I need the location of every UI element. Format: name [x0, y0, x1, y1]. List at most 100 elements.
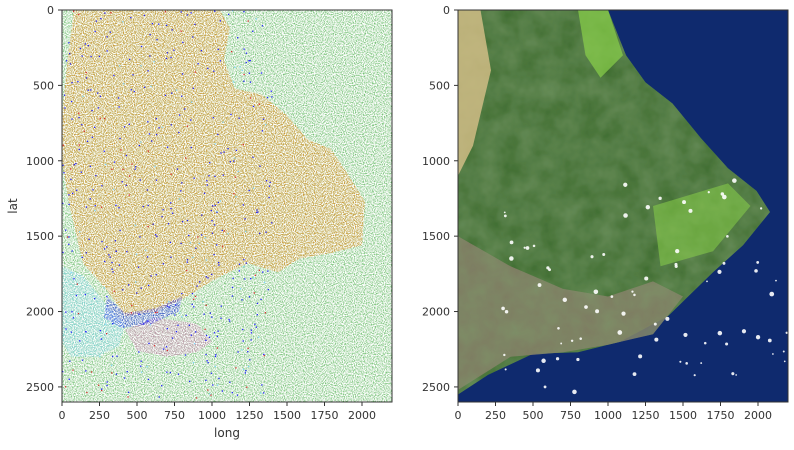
class-pixel [181, 292, 183, 295]
cloud [700, 362, 703, 364]
class-pixel [150, 275, 152, 277]
class-pixel [161, 126, 163, 128]
cloud [754, 269, 758, 273]
class-pixel [239, 288, 242, 290]
class-pixel [197, 63, 199, 65]
class-pixel [203, 192, 206, 194]
class-pixel [250, 329, 252, 331]
class-pixel [158, 23, 160, 25]
class-pixel [268, 196, 270, 199]
class-pixel [100, 338, 103, 340]
class-pixel [239, 66, 241, 68]
class-pixel [156, 39, 158, 41]
cloud [572, 389, 577, 395]
class-pixel [65, 311, 67, 313]
class-pixel [207, 277, 209, 279]
class-pixel [210, 394, 212, 396]
class-pixel [186, 14, 189, 16]
class-pixel [147, 320, 149, 322]
class-pixel [175, 304, 177, 306]
y-axis-label: lat [6, 198, 20, 214]
cloud [722, 261, 726, 265]
right-y-ticks: 0 500 1000 1500 2000 2500 [422, 4, 458, 394]
class-pixel [227, 233, 229, 235]
class-pixel [180, 242, 182, 245]
class-pixel [243, 265, 245, 268]
class-pixel [258, 269, 261, 271]
class-pixel [118, 106, 120, 108]
class-pixel [91, 109, 93, 112]
class-pixel [188, 324, 191, 326]
class-pixel [169, 241, 172, 244]
class-pixel [248, 60, 250, 62]
class-pixel [77, 312, 80, 315]
class-pixel [76, 283, 78, 285]
class-pixel [264, 312, 267, 314]
class-pixel [92, 189, 94, 191]
cloud [725, 342, 729, 346]
class-pixel [243, 48, 245, 50]
class-pixel [244, 218, 246, 220]
class-pixel [192, 87, 194, 89]
class-pixel [171, 92, 173, 94]
cloud [675, 248, 680, 254]
class-pixel [155, 118, 158, 120]
class-pixel [70, 271, 72, 274]
class-pixel [62, 202, 64, 205]
class-pixel [140, 365, 142, 367]
class-pixel [216, 211, 218, 214]
class-pixel [193, 298, 195, 300]
class-pixel [69, 53, 71, 55]
class-pixel [210, 372, 213, 374]
class-pixel [140, 45, 143, 48]
class-pixel [190, 119, 192, 121]
class-pixel [259, 232, 261, 235]
class-pixel [106, 36, 108, 38]
class-pixel [113, 188, 115, 191]
cloud [576, 357, 580, 362]
cloud [731, 372, 735, 376]
class-pixel [267, 288, 269, 291]
class-pixel [125, 154, 128, 157]
class-pixel [104, 163, 107, 166]
class-pixel [121, 289, 124, 291]
class-pixel [71, 250, 73, 252]
class-pixel [192, 361, 195, 364]
class-pixel [186, 269, 188, 272]
cloud [631, 290, 634, 293]
class-pixel [153, 345, 156, 347]
class-pixel [127, 391, 130, 393]
class-pixel [205, 304, 207, 306]
class-pixel [71, 311, 73, 313]
class-pixel [166, 146, 169, 148]
class-pixel [106, 295, 108, 298]
class-pixel [149, 55, 151, 57]
class-pixel [171, 29, 173, 31]
class-pixel [193, 306, 195, 308]
class-pixel [170, 56, 172, 59]
class-pixel [205, 379, 207, 381]
class-pixel [99, 118, 101, 120]
class-pixel [238, 270, 240, 272]
class-pixel [180, 190, 182, 192]
class-pixel [234, 176, 237, 178]
y-tick-label: 0 [443, 4, 450, 17]
class-pixel [166, 371, 168, 373]
class-pixel [242, 328, 244, 331]
class-pixel [186, 125, 189, 127]
class-pixel [111, 261, 113, 264]
left-axes-frame [61, 9, 393, 403]
class-pixel [140, 360, 142, 362]
class-pixel [138, 351, 140, 353]
satellite-image-panel: 0 250 500 750 1000 1250 1500 1750 2000 0 500 1000 1… [422, 4, 789, 422]
class-pixel [207, 389, 209, 391]
class-pixel [220, 305, 222, 307]
class-pixel [217, 330, 219, 332]
class-pixel [271, 222, 273, 224]
class-pixel [99, 95, 101, 98]
x-tick-label: 2000 [744, 409, 772, 422]
class-pixel [80, 171, 82, 173]
class-pixel [152, 223, 154, 225]
class-pixel [231, 391, 233, 394]
class-pixel [212, 117, 214, 119]
